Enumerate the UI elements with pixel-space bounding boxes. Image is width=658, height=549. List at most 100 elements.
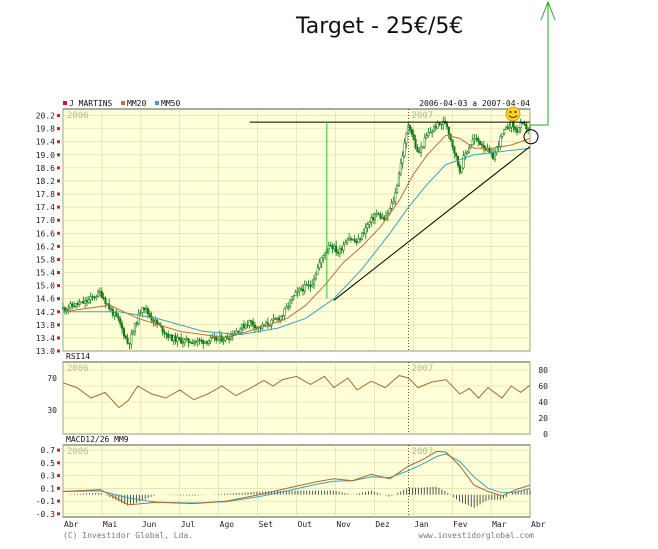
candle bbox=[252, 318, 255, 331]
candle bbox=[194, 339, 197, 346]
candle bbox=[480, 141, 484, 149]
candle bbox=[263, 324, 266, 326]
price-tick-label: 14.6 bbox=[36, 295, 55, 304]
candle bbox=[403, 138, 406, 158]
candle bbox=[122, 326, 125, 340]
date-range: 2006-04-03 a 2007-04-04 bbox=[419, 99, 530, 108]
legend-mm20: MM20 bbox=[127, 99, 146, 108]
candle bbox=[207, 339, 210, 347]
candle bbox=[342, 241, 345, 254]
candle bbox=[248, 319, 251, 329]
candle bbox=[279, 315, 282, 324]
macd-tick-label: 0.3 bbox=[41, 472, 56, 481]
footer-copyright: (C) Investidor Global, Lda. bbox=[63, 531, 193, 540]
price-tick-label: 16.2 bbox=[36, 242, 55, 251]
macd-tick-label: 0.5 bbox=[41, 459, 56, 468]
month-tick-label: Dez bbox=[375, 520, 390, 529]
legend-swatch-mm50 bbox=[155, 101, 159, 105]
candle bbox=[285, 303, 288, 310]
price-tick-label: 17.0 bbox=[36, 216, 55, 225]
price-tick-label: 19.0 bbox=[36, 151, 55, 160]
candle bbox=[71, 301, 74, 310]
candle bbox=[466, 150, 469, 156]
candle bbox=[244, 322, 247, 330]
candle bbox=[514, 125, 517, 133]
macd-tick-label: 0.1 bbox=[41, 484, 56, 493]
watermark-2006-2: 2006 bbox=[67, 447, 89, 457]
candle bbox=[357, 233, 360, 244]
breakout-circle bbox=[523, 129, 539, 145]
candle bbox=[377, 211, 380, 216]
candle bbox=[268, 324, 271, 328]
month-tick-label: Mar bbox=[492, 520, 507, 529]
candle bbox=[97, 289, 100, 298]
candle bbox=[74, 302, 77, 309]
candle bbox=[412, 129, 415, 141]
month-tick-label: Jul bbox=[181, 520, 196, 529]
candle bbox=[368, 220, 371, 229]
macd-tick-label: 0.7 bbox=[41, 446, 56, 455]
candle bbox=[432, 124, 436, 133]
candle bbox=[204, 341, 207, 345]
candle bbox=[292, 295, 295, 301]
legend-mm50: MM50 bbox=[161, 99, 180, 108]
smiley-icon bbox=[505, 106, 521, 122]
candle bbox=[421, 146, 424, 150]
candle bbox=[117, 313, 120, 322]
candle bbox=[314, 271, 317, 281]
candle bbox=[462, 150, 465, 170]
watermark-2007-0: 2007 bbox=[412, 111, 434, 121]
candle bbox=[397, 171, 400, 187]
candle bbox=[294, 289, 297, 296]
candle bbox=[318, 258, 321, 271]
candle bbox=[394, 187, 397, 205]
price-tick-label: 13.8 bbox=[36, 321, 55, 330]
price-candles bbox=[61, 116, 532, 350]
candle bbox=[460, 167, 463, 174]
candle bbox=[100, 287, 103, 299]
candle bbox=[115, 309, 118, 317]
candle bbox=[102, 292, 105, 301]
candle bbox=[346, 237, 349, 245]
candle bbox=[176, 333, 179, 347]
candle bbox=[63, 306, 66, 315]
macd-tick-label: -0.1 bbox=[36, 497, 55, 506]
candle bbox=[283, 307, 286, 321]
candle bbox=[303, 280, 306, 295]
candle bbox=[477, 136, 480, 147]
chart-header: J MARTINS MM20 MM50 2006-04-03 a 2007-04… bbox=[63, 99, 530, 108]
rsi-tick-label: 80 bbox=[538, 366, 548, 375]
month-tick-label: Jun bbox=[142, 520, 157, 529]
candle bbox=[503, 128, 506, 136]
price-tick-label: 15.0 bbox=[36, 282, 55, 291]
candle bbox=[312, 275, 316, 290]
candle bbox=[499, 134, 502, 151]
candle bbox=[253, 321, 257, 334]
target-arrow bbox=[530, 0, 556, 126]
month-tick-label: Abr bbox=[64, 520, 79, 529]
candle bbox=[320, 256, 323, 269]
candle bbox=[121, 320, 124, 334]
candle bbox=[89, 292, 92, 305]
candle bbox=[78, 298, 81, 307]
rsi-line bbox=[62, 375, 531, 409]
mm50-line bbox=[63, 147, 531, 336]
candle bbox=[139, 309, 142, 315]
month-tick-label: Abr bbox=[531, 520, 546, 529]
price-tick-label: 20.2 bbox=[36, 112, 55, 121]
price-tick-label: 13.4 bbox=[36, 334, 55, 343]
support-trend-line bbox=[333, 146, 531, 301]
candle bbox=[156, 318, 159, 328]
watermark-2006-0: 2006 bbox=[67, 111, 89, 121]
month-tick-label: Fev bbox=[453, 520, 468, 529]
candle bbox=[455, 152, 458, 161]
month-tick-label: Ago bbox=[220, 520, 235, 529]
candle bbox=[80, 301, 83, 304]
axis-ticks: 13.0 13.4 13.8 14.2 14.6 15.0 15.4 15.8 16.2 16.6… bbox=[36, 112, 548, 529]
candle bbox=[324, 251, 327, 260]
candle bbox=[468, 144, 471, 154]
candle bbox=[416, 144, 419, 153]
candle bbox=[180, 333, 183, 345]
candle bbox=[290, 296, 293, 305]
candle bbox=[338, 245, 341, 258]
